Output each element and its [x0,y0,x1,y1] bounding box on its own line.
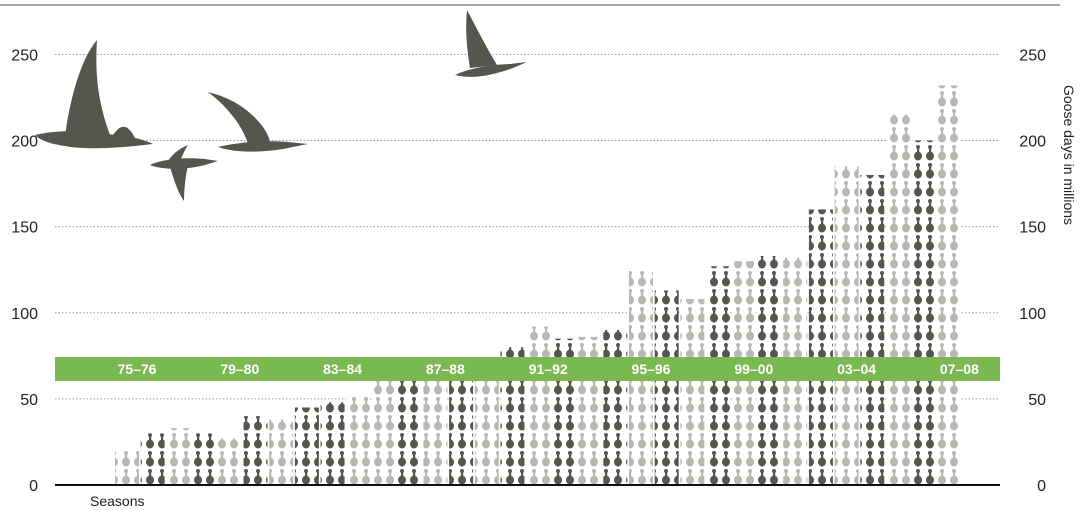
bar-86-87 [397,369,422,485]
y-tick-label-right: 0 [1037,478,1046,495]
flying-goose-icon [208,92,308,152]
bar-02-03 [808,209,833,485]
bar-06-07 [911,140,936,486]
season-label: 87–88 [426,361,465,377]
season-label: 07–08 [940,361,979,377]
y-axis-right: 0 50 100 150 200 250 [1019,47,1046,495]
season-label: 03–04 [837,361,876,377]
y-tick-label-left: 250 [11,47,38,64]
bar-97-98 [680,299,705,485]
bar-96-97 [654,290,679,485]
bar-78-79 [192,433,217,485]
bar-75-76 [115,450,139,485]
bar-81-82 [269,419,294,485]
y-tick-label-right: 100 [1019,306,1046,323]
y-tick-label-left: 150 [11,220,38,237]
y-tick-label-left: 0 [29,478,38,495]
y-tick-label-right: 50 [1028,392,1046,409]
bar-87-88 [423,378,448,485]
bar-88-89 [449,374,474,485]
bar-85-86 [372,373,396,485]
bar-79-80 [217,438,242,485]
bar-94-95 [603,330,628,485]
season-label: 75–76 [118,361,157,377]
y-tick-label-right: 250 [1019,47,1046,64]
bar-07-08 [937,85,962,485]
y-axis-title: Goose days in millions [1061,85,1077,225]
y-tick-label-left: 100 [11,306,38,323]
bar-04-05 [860,175,885,485]
bar-76-77 [140,433,165,485]
bar-05-06 [886,114,910,485]
season-label: 95–96 [632,361,671,377]
season-label: 99–00 [734,361,773,377]
bar-77-78 [166,428,191,485]
y-tick-label-left: 50 [20,392,38,409]
flying-goose-icon [150,145,218,201]
season-band [55,357,1000,381]
bar-91-92 [526,326,551,485]
season-label: 83–84 [323,361,362,377]
season-labels: 75–76 79–80 83–84 87–88 91–92 95–96 99–00 03–04… [118,361,980,377]
y-axis-left: 0 50 100 150 200 250 [11,47,38,495]
y-tick-label-right: 200 [1019,134,1046,151]
season-label: 79–80 [220,361,259,377]
x-axis-title: Seasons [90,493,144,509]
bar-83-84 [320,402,345,485]
y-tick-label-right: 150 [1019,220,1046,237]
bar-82-83 [294,407,319,485]
y-tick-label-left: 200 [11,134,38,151]
bar-84-85 [346,395,371,485]
flying-goose-icon [35,40,153,149]
bar-89-90 [474,373,499,485]
flying-goose-icon [455,10,527,77]
season-label: 91–92 [529,361,568,377]
bar-80-81 [243,416,268,485]
bar-03-04 [834,166,859,485]
